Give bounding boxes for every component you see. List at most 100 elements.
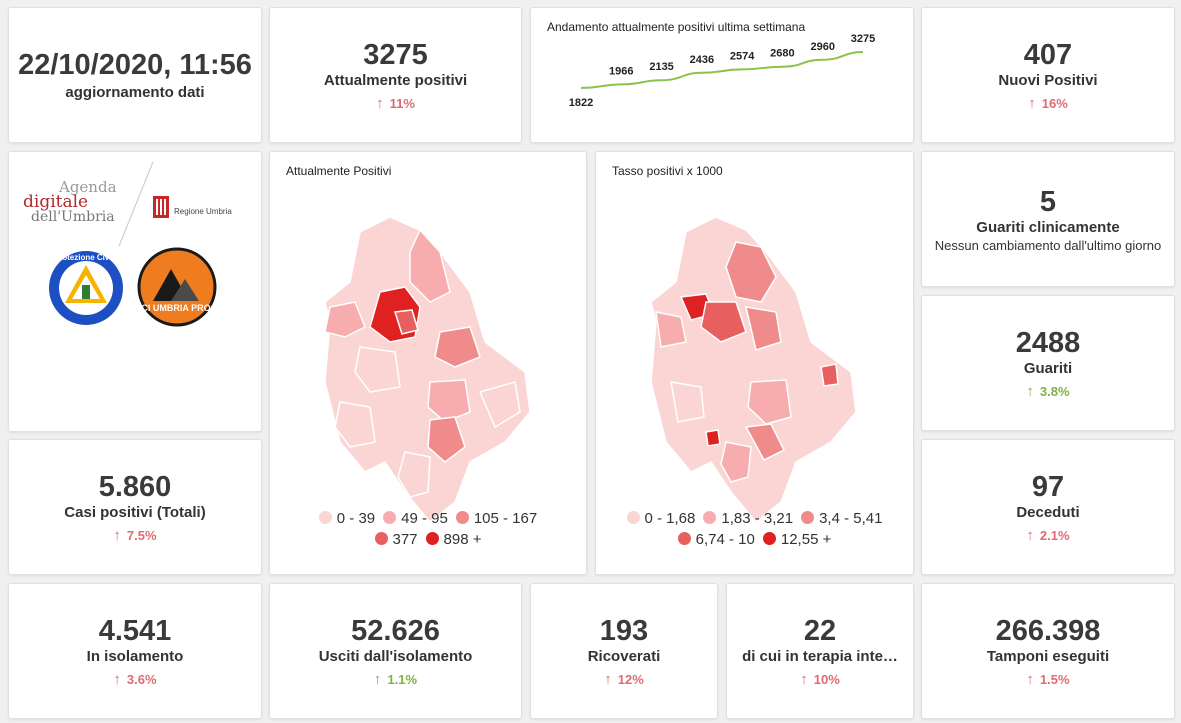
delta-value: 1.1% [387, 671, 418, 687]
arrow-up-icon: ↑ [1026, 382, 1034, 400]
isolamento-card[interactable]: 4.541 In isolamento ↑ 3.6% [8, 583, 262, 719]
legend-label: 12,55 + [780, 531, 832, 548]
agenda-logo-line3: dell'Umbria [31, 209, 115, 225]
update-datetime: 22/10/2020, 11:56 [18, 49, 252, 81]
legend-item[interactable]: 105 - 167 [455, 508, 537, 529]
guariti-clinicamente-note: Nessun cambiamento dall'ultimo giorno [934, 237, 1162, 253]
nuovi-positivi-card[interactable]: 407 Nuovi Positivi ↑ 16% [921, 7, 1175, 143]
anci-prociv-text: ANCI UMBRIA PROCIV [137, 303, 217, 313]
trend-data-label: 2574 [730, 50, 755, 62]
arrow-up-icon: ↑ [604, 670, 612, 688]
guariti-label: Guariti [1023, 359, 1073, 377]
legend-label: 3,4 - 5,41 [819, 510, 883, 527]
umbria-map-positivi[interactable] [270, 202, 588, 532]
ricoverati-delta: ↑ 12% [604, 671, 644, 688]
umbria-map-tasso[interactable] [596, 202, 915, 532]
delta-value: 16% [1041, 95, 1068, 111]
isolamento-delta: ↑ 3.6% [113, 671, 156, 688]
terapia-intensiva-value: 22 [803, 614, 837, 647]
nuovi-positivi-delta: ↑ 16% [1028, 95, 1068, 112]
logo-divider [118, 161, 154, 247]
nuovi-positivi-value: 407 [1023, 38, 1073, 71]
map-attualmente-positivi-card: Attualmente Positivi 0 - 39 49 - 95 105 - … [269, 151, 587, 575]
trend-data-label: 1966 [609, 65, 633, 77]
deceduti-card[interactable]: 97 Deceduti ↑ 2.1% [921, 439, 1175, 575]
legend-swatch [677, 532, 691, 545]
delta-value: 12% [617, 671, 644, 687]
tamponi-card[interactable]: 266.398 Tamponi eseguiti ↑ 1.5% [921, 583, 1175, 719]
map2-title: Tasso positivi x 1000 [612, 164, 723, 178]
regione-umbria-text: Regione Umbria [174, 207, 232, 216]
legend-item[interactable]: 377 [374, 529, 418, 550]
regione-umbria-emblem-icon [153, 196, 169, 218]
guariti-clinicamente-card[interactable]: 5 Guariti clinicamente Nessun cambiament… [921, 151, 1175, 287]
usciti-label: Usciti dall'isolamento [318, 647, 473, 665]
trend-series-line [580, 51, 864, 89]
arrow-up-icon: ↑ [1028, 94, 1036, 112]
legend-item[interactable]: 6,74 - 10 [677, 529, 755, 550]
attualmente-positivi-value: 3275 [363, 38, 428, 71]
legend-item[interactable]: 0 - 39 [318, 508, 376, 529]
anci-prociv-emblem-icon: ANCI UMBRIA PROCIV [128, 247, 226, 327]
guariti-value: 2488 [1015, 326, 1081, 359]
terapia-intensiva-card[interactable]: 22 di cui in terapia inte… ↑ 10% [726, 583, 914, 719]
legend-item[interactable]: 12,55 + [762, 529, 832, 550]
attualmente-positivi-card[interactable]: 3275 Attualmente positivi ↑ 11% [269, 7, 522, 143]
legend-item[interactable]: 1,83 - 3,21 [703, 508, 793, 529]
isolamento-value: 4.541 [98, 614, 172, 647]
legend-swatch [801, 511, 815, 524]
map1-title: Attualmente Positivi [286, 164, 392, 178]
casi-totali-label: Casi positivi (Totali) [64, 503, 206, 521]
arrow-up-icon: ↑ [1026, 670, 1034, 688]
delta-value: 7.5% [126, 527, 157, 543]
trend-data-label: 2680 [770, 48, 794, 60]
legend-label: 0 - 1,68 [644, 510, 696, 527]
legend-item[interactable]: 898 + [425, 529, 482, 550]
legend-swatch [383, 511, 397, 524]
anci-umbria-logo[interactable]: ANCI UMBRIA PROCIV [128, 247, 226, 332]
legend-label: 1,83 - 3,21 [721, 510, 794, 527]
arrow-up-icon: ↑ [373, 670, 382, 688]
guariti-clinicamente-value: 5 [1039, 185, 1057, 218]
arrow-up-icon: ↑ [113, 526, 121, 544]
attualmente-positivi-label: Attualmente positivi [323, 71, 468, 89]
usciti-delta: ↑ 1.1% [374, 671, 417, 688]
protezione-civile-logo[interactable]: Protezione Civile [47, 249, 125, 332]
legend-swatch [374, 532, 388, 545]
tamponi-label: Tamponi eseguiti [986, 647, 1110, 665]
arrow-up-icon: ↑ [376, 94, 384, 112]
legend-label: 6,74 - 10 [695, 531, 755, 548]
agenda-logo-line1: Agenda [59, 178, 117, 196]
trend-data-label: 3275 [851, 33, 875, 45]
usciti-card[interactable]: 52.626 Usciti dall'isolamento ↑ 1.1% [269, 583, 522, 719]
legend-swatch [455, 511, 469, 524]
casi-totali-value: 5.860 [98, 470, 172, 503]
legend-label: 898 + [443, 531, 482, 548]
deceduti-value: 97 [1031, 470, 1065, 503]
legend-item[interactable]: 0 - 1,68 [626, 508, 696, 529]
regione-umbria-logo[interactable]: Regione Umbria [152, 194, 252, 224]
deceduti-delta: ↑ 2.1% [1026, 527, 1069, 544]
ricoverati-card[interactable]: 193 Ricoverati ↑ 12% [530, 583, 718, 719]
legend-item[interactable]: 3,4 - 5,41 [801, 508, 882, 529]
map1-legend: 0 - 39 49 - 95 105 - 167 377 898 + [270, 508, 586, 550]
legend-item[interactable]: 49 - 95 [383, 508, 448, 529]
map-tasso-positivi-card: Tasso positivi x 1000 0 - 1,68 1,83 - 3,2… [595, 151, 914, 575]
map2-legend: 0 - 1,68 1,83 - 3,21 3,4 - 5,41 6,74 - 10 12… [596, 508, 913, 550]
trend-data-label: 1822 [569, 97, 593, 109]
legend-label: 49 - 95 [401, 510, 448, 527]
tamponi-value: 266.398 [995, 614, 1101, 647]
guariti-card[interactable]: 2488 Guariti ↑ 3.8% [921, 295, 1175, 431]
delta-value: 2.1% [1039, 527, 1070, 543]
tamponi-delta: ↑ 1.5% [1026, 671, 1069, 688]
legend-swatch [626, 511, 640, 524]
protezione-civile-text: Protezione Civile [54, 253, 119, 262]
delta-value: 11% [389, 95, 415, 111]
delta-value: 10% [813, 671, 840, 687]
trend-title: Andamento attualmente positivi ultima se… [547, 20, 806, 34]
casi-totali-card[interactable]: 5.860 Casi positivi (Totali) ↑ 7.5% [8, 439, 262, 575]
guariti-clinicamente-label: Guariti clinicamente [976, 218, 1120, 236]
agenda-digitale-logo[interactable]: Agenda digitale dell'Umbria [23, 178, 133, 248]
legend-label: 0 - 39 [336, 510, 376, 527]
delta-value: 3.8% [1039, 383, 1070, 399]
